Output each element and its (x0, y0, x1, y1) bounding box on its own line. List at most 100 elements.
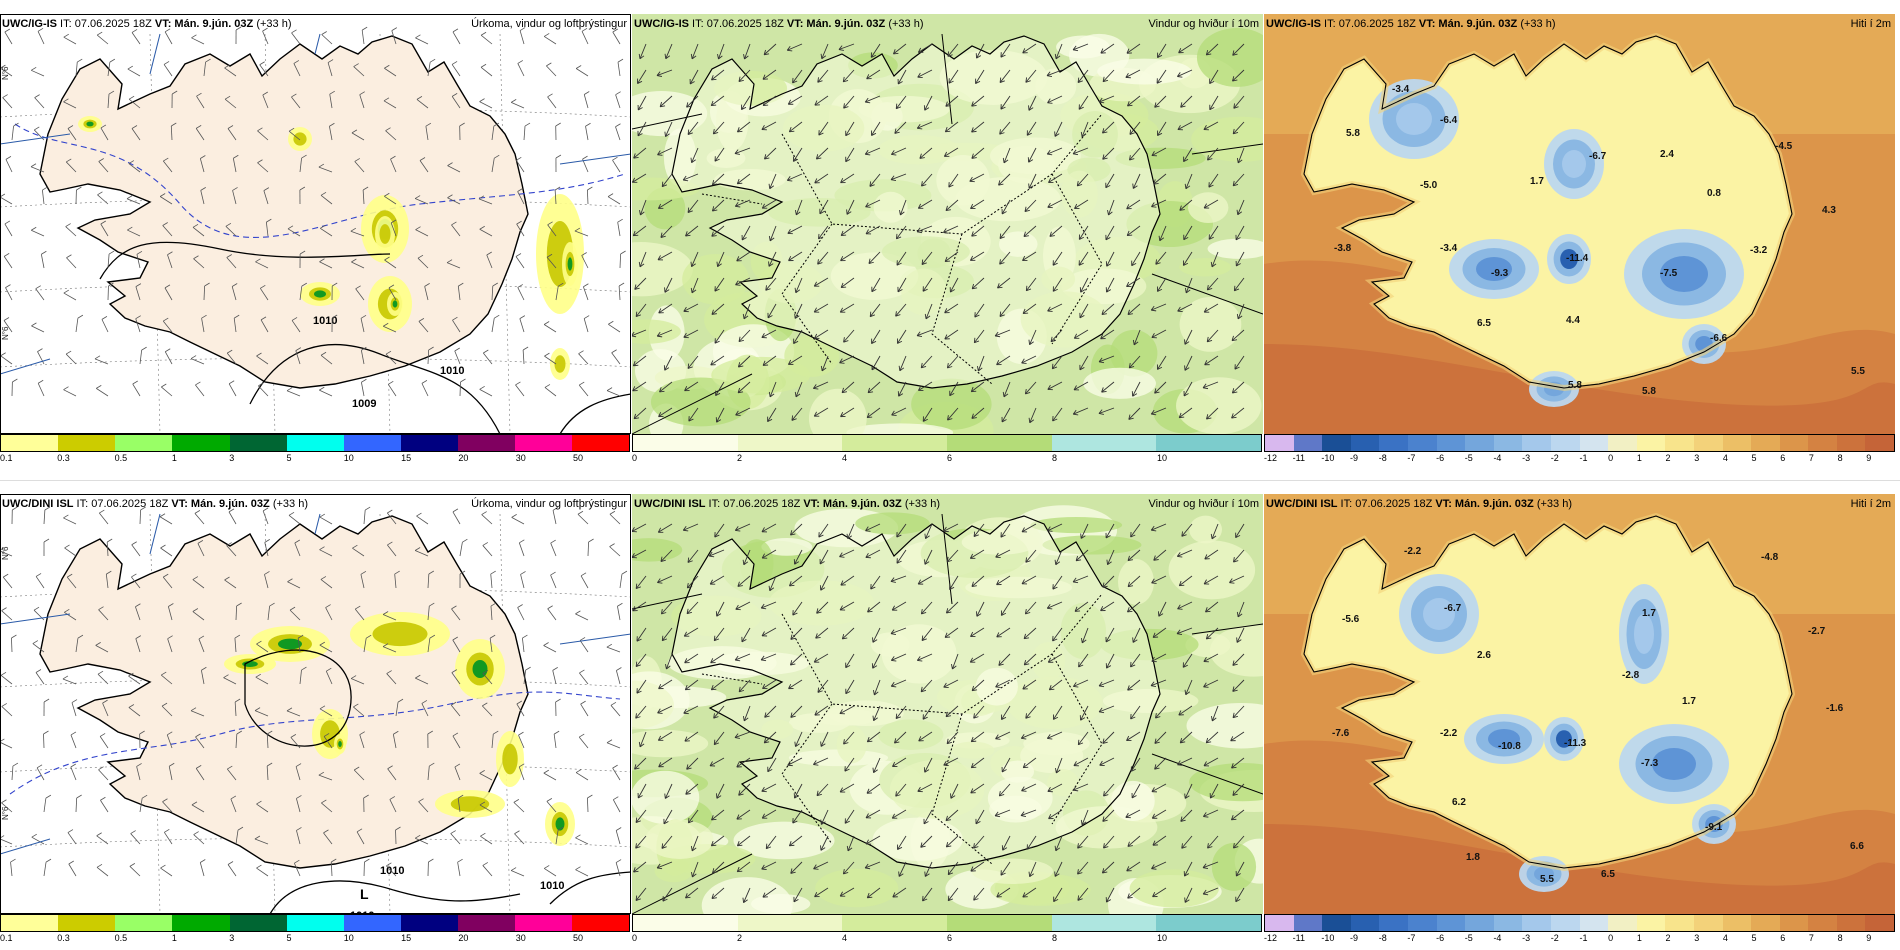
colorbar-segment (1550, 915, 1580, 931)
temperature-value: -3.4 (1392, 84, 1410, 95)
temperature-value: -6.6 (1710, 333, 1728, 344)
colorbar-segment (947, 915, 1052, 931)
wind-colorbar (632, 434, 1262, 452)
colorbar-tick-label: 4 (1722, 933, 1728, 943)
panel-wind-uwc-igis: 0 2 4 6 8 10 UWC/IG-IS IT: 07.06.2025 18Z VT: … (632, 14, 1263, 464)
colorbar-segment (947, 435, 1052, 451)
temperature-value: -5.6 (1342, 614, 1360, 625)
colorbar-labels: -12 -11 -10 -9 -8 -7 -6 -5 -4 -3 -2 -1 0 1 2 3 4 5 6 7 8 9 (1264, 933, 1895, 944)
colorbar-segment (1265, 435, 1294, 451)
colorbar-tick-label: 2 (737, 933, 743, 943)
colorbar-tick-label: -1 (1579, 933, 1588, 943)
colorbar-segment (1293, 435, 1323, 451)
colorbar-segment (1693, 435, 1723, 451)
colorbar-segment (458, 915, 516, 931)
colorbar-segment (115, 435, 173, 451)
colorbar-tick-label: 50 (573, 453, 584, 463)
colorbar-tick-label: 10 (343, 453, 354, 463)
wind-colorbar (632, 914, 1262, 932)
colorbar-segment (1293, 915, 1323, 931)
lead-time: (+33 h) (269, 498, 308, 510)
temperature-colorbar (1264, 914, 1895, 932)
temperature-value: 6.2 (1452, 797, 1466, 808)
colorbar-segment (1407, 435, 1437, 451)
panel-title: UWC/DINI ISL IT: 07.06.2025 18Z VT: Mán.… (1266, 498, 1572, 510)
init-time: IT: 07.06.2025 18Z (1337, 498, 1436, 510)
colorbar-segment (1350, 915, 1380, 931)
colorbar-labels: -12 -11 -10 -9 -8 -7 -6 -5 -4 -3 -2 -1 0 1 2 3 4 5 6 7 8 9 (1264, 453, 1895, 464)
colorbar-segment (1836, 435, 1866, 451)
region-borders (701, 113, 1103, 385)
colorbar-segment (1608, 915, 1637, 931)
colorbar-tick-label: 8 (1837, 933, 1843, 943)
precip-map: 1009 1010 1010 N°6 N°6 (0, 14, 631, 434)
temperature-value: -1.6 (1826, 703, 1844, 714)
panel-title: UWC/IG-IS IT: 07.06.2025 18Z VT: Mán. 9.… (1266, 18, 1555, 30)
precip-colorbar (0, 914, 631, 932)
colorbar-segment (1550, 435, 1580, 451)
colorbar-segment (1693, 915, 1723, 931)
parameter-name: Vindur og hviður í 10m (1148, 18, 1259, 30)
colorbar-tick-label: 0 (1608, 933, 1614, 943)
colorbar-tick-label: 7 (1808, 453, 1814, 463)
colorbar-tick-label: -12 (1264, 933, 1278, 943)
colorbar-segment (572, 435, 630, 451)
region-borders (701, 593, 1103, 865)
colorbar-segment (229, 435, 287, 451)
wind-arrows (632, 523, 1245, 904)
panel-precip-uwc-igis: 1009 1010 1010 N°6 N°6 0.1 0.3 0.5 1 3 5 10 15 20 30 50… (0, 14, 631, 464)
colorbar-tick-label: 3 (229, 933, 235, 943)
model-name: UWC/DINI ISL (1266, 498, 1338, 510)
isotherm-line (9, 691, 621, 795)
temperature-value: 1.8 (1466, 852, 1480, 863)
colorbar-tick-label: 5 (286, 453, 292, 463)
panel-precip-uwc-dini: L 1010 1010 1010 N°6 N°6 0.1 0.3 0.5 1 3 5 10 15 20 30 5… (0, 494, 631, 944)
colorbar-labels: 0.1 0.3 0.5 1 3 5 10 15 20 30 50 (0, 933, 631, 944)
colorbar-tick-label: -4 (1493, 933, 1502, 943)
temperature-value: -6.7 (1589, 151, 1607, 162)
colorbar-segment (400, 915, 458, 931)
map-frame (0, 14, 631, 434)
colorbar-segment (1265, 915, 1294, 931)
colorbar-segment (1636, 915, 1666, 931)
colorbar-tick-label: 20 (458, 933, 469, 943)
colorbar-labels: 0 2 4 6 8 10 (632, 933, 1263, 944)
colorbar-segment (229, 915, 287, 931)
temperature-value: 5.8 (1346, 128, 1360, 139)
colorbar-tick-label: 3 (1694, 453, 1700, 463)
colorbar-segment (1722, 915, 1752, 931)
valid-time: VT: Mán. 9.jún. 03Z (803, 498, 902, 510)
colorbar-tick-label: 4 (842, 933, 848, 943)
temperature-value: -11.3 (1564, 738, 1587, 749)
colorbar-tick-label: -1 (1579, 453, 1588, 463)
colorbar-tick-label: 0.3 (57, 933, 70, 943)
colorbar-tick-label: 3 (1694, 933, 1700, 943)
colorbar-tick-label: 7 (1808, 933, 1814, 943)
panel-title: UWC/DINI ISL IT: 07.06.2025 18Z VT: Mán.… (634, 498, 940, 510)
valid-time: VT: Mán. 9.jún. 03Z (1435, 498, 1534, 510)
temperature-value: -2.2 (1404, 546, 1422, 557)
model-name: UWC/DINI ISL (634, 498, 706, 510)
colorbar-tick-label: 5 (1751, 933, 1757, 943)
temperature-value: -6.4 (1440, 115, 1458, 126)
colorbar-segment (1608, 435, 1637, 451)
colorbar-tick-label: -11 (1292, 453, 1306, 463)
temperature-value: 1.7 (1682, 696, 1696, 707)
colorbar-tick-label: 8 (1052, 453, 1058, 463)
colorbar-tick-label: -12 (1264, 453, 1278, 463)
colorbar-tick-label: 1 (171, 933, 177, 943)
colorbar-tick-label: -7 (1407, 933, 1416, 943)
init-time: IT: 07.06.2025 18Z (57, 18, 155, 30)
colorbar-segment (1579, 915, 1609, 931)
temperature-value: -4.5 (1775, 141, 1793, 152)
colorbar-tick-label: -7 (1407, 453, 1416, 463)
temperature-colorbar (1264, 434, 1895, 452)
colorbar-tick-label: 8 (1052, 933, 1058, 943)
temperature-value: 5.8 (1642, 386, 1656, 397)
pressure-label: 1009 (352, 398, 376, 410)
iceland-outline (671, 35, 1161, 389)
colorbar-segment (515, 915, 573, 931)
colorbar-tick-label: 0 (632, 933, 638, 943)
colorbar-segment (1808, 915, 1837, 931)
colorbar-tick-label: 20 (458, 453, 469, 463)
